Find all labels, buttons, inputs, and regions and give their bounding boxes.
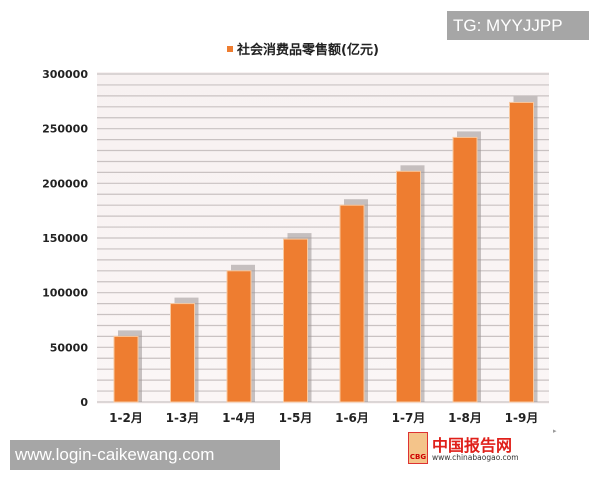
- x-tick-label: 1-4月: [222, 411, 256, 425]
- bar: [339, 204, 365, 403]
- logo-name: 中国报告网: [432, 436, 513, 455]
- legend-label: 社会消费品零售额(亿元): [236, 42, 379, 58]
- y-tick-label: 100000: [42, 287, 88, 300]
- watermark-top: TG: MYYJJPP: [447, 11, 589, 40]
- bar: [170, 303, 195, 403]
- y-tick-label: 200000: [42, 177, 88, 190]
- y-tick-label: 250000: [42, 123, 88, 136]
- x-tick-label: 1-3月: [166, 411, 200, 425]
- y-tick-label: 0: [80, 396, 88, 409]
- y-tick-label: 150000: [42, 232, 88, 245]
- bar: [283, 238, 308, 403]
- x-tick-label: 1-7月: [392, 411, 426, 425]
- x-tick-label: 1-9月: [505, 411, 539, 425]
- cbg-logo-icon: CBG: [408, 432, 428, 464]
- arrow-marker: ▸: [553, 427, 557, 435]
- bar: [509, 101, 534, 403]
- bar: [396, 170, 421, 403]
- bar: [452, 136, 478, 403]
- y-tick-label: 300000: [42, 68, 88, 81]
- x-tick-label: 1-2月: [109, 411, 143, 425]
- logo-url: www.chinabaogao.com: [432, 453, 519, 462]
- x-tick-label: 1-8月: [448, 411, 482, 425]
- legend-swatch: [227, 46, 233, 52]
- x-tick-label: 1-6月: [335, 411, 369, 425]
- y-tick-label: 50000: [50, 341, 89, 354]
- bar: [226, 270, 252, 403]
- x-tick-label: 1-5月: [279, 411, 313, 425]
- watermark-bottom: www.login-caikewang.com: [10, 440, 280, 470]
- bar: [113, 335, 139, 403]
- chinabaogao-logo: CBG 中国报告网 www.chinabaogao.com: [408, 432, 558, 468]
